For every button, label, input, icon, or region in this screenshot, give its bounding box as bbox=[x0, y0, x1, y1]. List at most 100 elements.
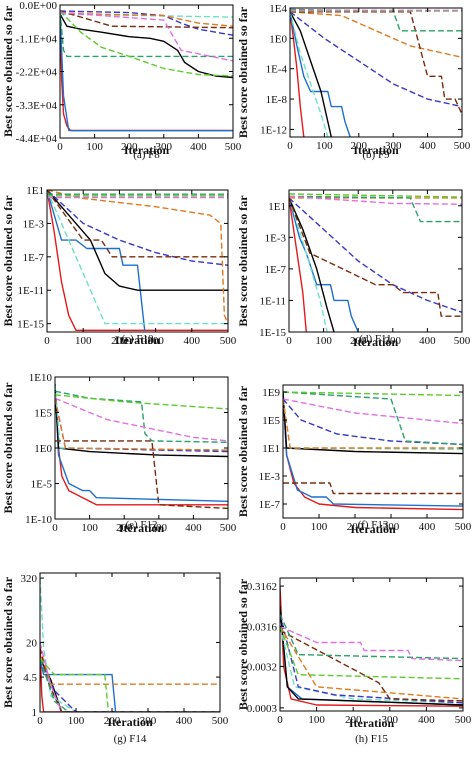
x-tick-label: 200 bbox=[345, 714, 362, 726]
series-line bbox=[47, 190, 228, 324]
series-line bbox=[55, 394, 228, 410]
series-line bbox=[60, 13, 233, 79]
y-tick-label: 1E1 bbox=[262, 443, 280, 455]
x-axis-label: Iteration bbox=[353, 143, 399, 157]
x-tick-label: 400 bbox=[185, 522, 202, 534]
panel-caption: (f) F13 bbox=[358, 519, 389, 531]
series-line bbox=[283, 391, 463, 397]
x-axis-label: Iteration bbox=[350, 522, 396, 536]
series-group bbox=[55, 384, 228, 510]
x-tick-label: 100 bbox=[311, 521, 328, 533]
y-tick-label: 20 bbox=[26, 637, 38, 649]
x-axis-label: Iteration bbox=[124, 143, 170, 157]
x-tick-label: 200 bbox=[121, 141, 138, 153]
plot-frame bbox=[289, 7, 463, 138]
x-tick-label: 200 bbox=[347, 521, 364, 533]
plot-frame bbox=[282, 384, 464, 519]
series-line bbox=[290, 8, 462, 32]
series-group bbox=[290, 8, 462, 137]
plot-frame bbox=[39, 572, 221, 713]
panel-caption: (a) F8 bbox=[133, 149, 160, 161]
y-axis-label: Best score obtained so far bbox=[236, 195, 250, 327]
series-line bbox=[289, 197, 359, 332]
chart-panel: 0 100 200 300 400 500 1E1 1E-3 1E-7 1E-11 1E-15 Ite… bbox=[236, 189, 471, 349]
plot-frame bbox=[46, 189, 229, 333]
y-tick-label: -4.4E+04 bbox=[16, 133, 58, 145]
series-line bbox=[40, 647, 220, 712]
y-axis-label: Best score obtained so far bbox=[1, 576, 15, 708]
x-tick-label: 0 bbox=[37, 715, 43, 727]
series-line bbox=[55, 384, 228, 502]
series-line bbox=[283, 398, 463, 425]
x-tick-label: 300 bbox=[385, 140, 402, 152]
x-tick-label: 500 bbox=[454, 140, 471, 152]
series-line bbox=[283, 391, 463, 446]
y-tick-label: 1E4 bbox=[269, 3, 287, 15]
x-tick-label: 500 bbox=[220, 522, 237, 534]
y-tick-label: 1E-3 bbox=[265, 232, 287, 244]
y-tick-label: 1E-12 bbox=[260, 124, 287, 136]
series-group bbox=[60, 10, 233, 132]
x-tick-label: 100 bbox=[81, 522, 98, 534]
y-tick-label: 1E1 bbox=[26, 185, 44, 197]
chart-panel: 0 100 200 300 400 500 1 4.5 20 320 Iteration Best s… bbox=[1, 572, 229, 745]
y-tick-label: 1E0 bbox=[269, 33, 287, 45]
x-tick-label: 100 bbox=[68, 715, 85, 727]
chart-panel: 0 100 200 300 400 500 1E10 1E5 1E0 1E-5 1E-10 Itera… bbox=[1, 372, 237, 535]
y-tick-label: 1E5 bbox=[34, 408, 52, 420]
series-line bbox=[60, 10, 233, 132]
x-tick-label: 100 bbox=[75, 335, 92, 347]
x-tick-label: 300 bbox=[140, 715, 157, 727]
plot-frame bbox=[288, 189, 463, 333]
x-tick-label: 400 bbox=[176, 715, 193, 727]
series-line bbox=[47, 190, 146, 331]
y-tick-label: 1E-7 bbox=[23, 252, 45, 264]
x-tick-label: 500 bbox=[455, 714, 472, 726]
panel-caption: (e) F12 bbox=[125, 519, 157, 531]
series-line bbox=[280, 606, 463, 706]
x-tick-label: 400 bbox=[190, 141, 207, 153]
series-group bbox=[283, 391, 463, 511]
x-tick-label: 0 bbox=[52, 522, 58, 534]
series-line bbox=[283, 398, 463, 449]
x-tick-label: 200 bbox=[104, 715, 121, 727]
series-line bbox=[55, 398, 228, 451]
chart-panel: 0 100 200 300 400 500 1E4 1E0 1E-4 1E-8 1E-12 Itera… bbox=[236, 3, 471, 161]
x-tick-label: 0 bbox=[44, 335, 50, 347]
x-tick-label: 200 bbox=[111, 335, 128, 347]
y-tick-label: -3.3E+04 bbox=[16, 100, 58, 112]
x-tick-label: 200 bbox=[116, 522, 133, 534]
y-tick-label: 1E-3 bbox=[23, 218, 45, 230]
plot-frame bbox=[59, 4, 234, 139]
series-line bbox=[40, 578, 220, 712]
x-tick-label: 500 bbox=[212, 715, 229, 727]
x-tick-label: 300 bbox=[382, 714, 399, 726]
series-line bbox=[55, 440, 228, 510]
series-line bbox=[290, 11, 462, 58]
y-tick-label: 1E10 bbox=[29, 372, 53, 384]
series-line bbox=[280, 626, 463, 700]
x-tick-label: 200 bbox=[350, 335, 367, 347]
panel-caption: (h) F15 bbox=[355, 733, 388, 745]
series-line bbox=[283, 398, 463, 446]
series-group bbox=[280, 586, 463, 707]
x-axis-label: Iteration bbox=[349, 716, 395, 730]
series-line bbox=[55, 384, 228, 506]
x-tick-label: 400 bbox=[419, 521, 436, 533]
y-tick-label: 0.3162 bbox=[247, 581, 277, 593]
series-line bbox=[283, 482, 463, 495]
y-tick-label: 1E-4 bbox=[266, 64, 288, 76]
y-tick-label: 1E5 bbox=[262, 415, 280, 427]
y-axis-label: Best score obtained so far bbox=[1, 5, 15, 137]
x-tick-label: 100 bbox=[316, 140, 333, 152]
x-tick-label: 0 bbox=[277, 714, 283, 726]
series-group bbox=[289, 193, 462, 332]
x-tick-label: 500 bbox=[225, 141, 242, 153]
series-line bbox=[289, 197, 335, 332]
chart-panel: 0 100 200 300 400 500 0.0003 0.0032 0.0316 0.3162… bbox=[236, 577, 472, 745]
x-tick-label: 300 bbox=[383, 521, 400, 533]
series-line bbox=[289, 195, 462, 205]
x-tick-label: 500 bbox=[455, 521, 472, 533]
y-tick-label: 1E-7 bbox=[259, 499, 281, 511]
